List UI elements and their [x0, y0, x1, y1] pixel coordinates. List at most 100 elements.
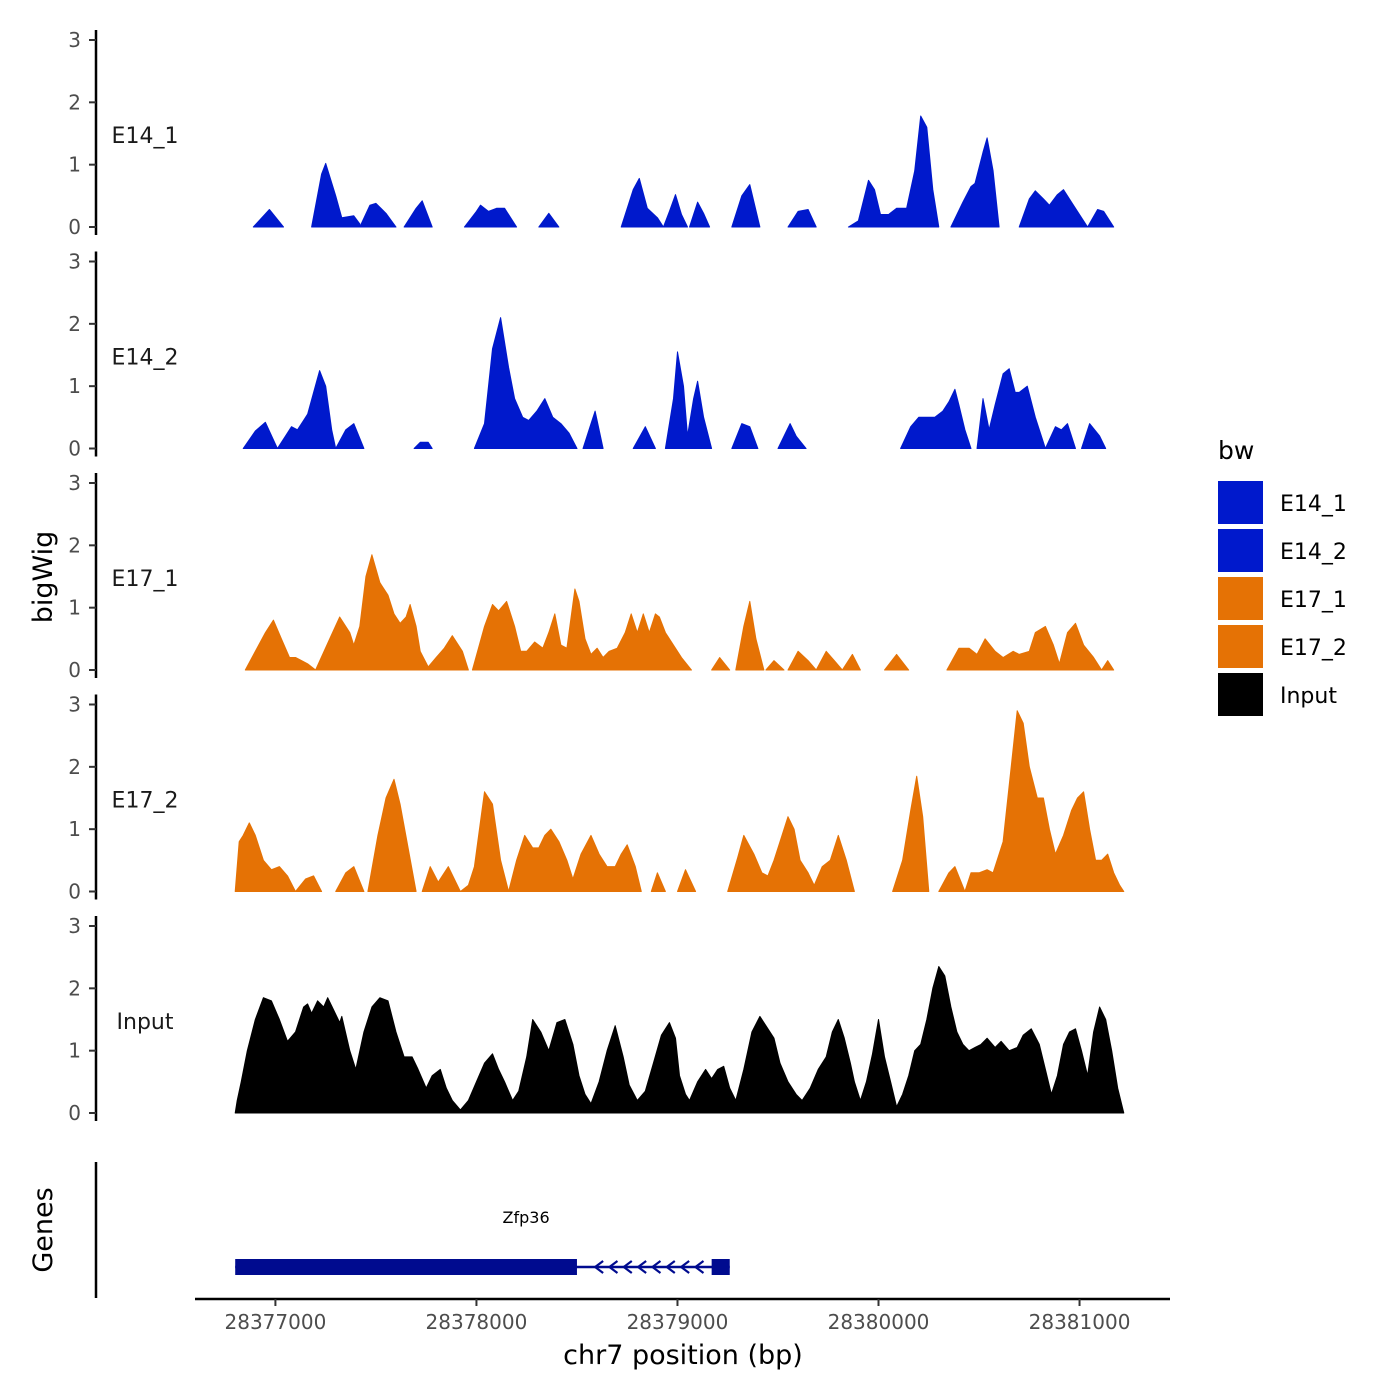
- signal-area: [900, 388, 972, 449]
- y-tick-label: 0: [68, 880, 81, 904]
- signal-area: [950, 137, 1000, 228]
- strand-arrow: [664, 1260, 676, 1274]
- legend-key: [1218, 529, 1263, 572]
- gene-exon-block-3: [711, 1259, 730, 1275]
- strand-arrow: [593, 1260, 604, 1274]
- signal-area: [335, 866, 365, 892]
- legend-entry: E14_2: [1218, 529, 1347, 572]
- gene-name-label: Zfp36: [503, 1208, 550, 1227]
- signal-area: [403, 200, 433, 228]
- y-axis-title: bigWig: [28, 531, 59, 624]
- track-e17-1: 0 1 2 3 E17_1: [68, 471, 1115, 682]
- legend-entry: E14_1: [1218, 481, 1347, 524]
- y-tick-label: 0: [68, 1101, 81, 1125]
- track-input: 0 1 2 3 Input: [68, 914, 1125, 1125]
- signal-area: [765, 660, 785, 671]
- signal-area: [538, 212, 560, 228]
- legend-entries: E14_1 E14_2 E17_1 E17_2 Input: [1218, 481, 1347, 716]
- y-tick-label: 1: [68, 817, 81, 841]
- track-e17-2: 0 1 2 3 E17_2: [68, 693, 1125, 904]
- signal-area: [335, 423, 365, 449]
- legend: bw E14_1 E14_2 E17_1 E17_2 Input: [1218, 436, 1347, 716]
- signal-area: [735, 600, 765, 671]
- track-label: Input: [117, 1010, 174, 1035]
- y-tick-label: 3: [68, 28, 81, 52]
- signal-area: [473, 317, 578, 449]
- signal-area: [711, 657, 731, 671]
- signal-area: [295, 875, 323, 892]
- signal-area: [777, 423, 807, 449]
- y-tick-label: 2: [68, 90, 81, 114]
- legend-key: [1218, 577, 1263, 620]
- signal-area: [841, 653, 861, 671]
- signal-area: [689, 201, 711, 228]
- signal-area: [234, 822, 296, 892]
- signal-area: [421, 866, 461, 892]
- signal-area: [946, 622, 1103, 671]
- signal-area: [367, 778, 417, 892]
- y-tick-label: 1: [68, 1039, 81, 1063]
- signal-area: [582, 410, 604, 449]
- signal-area: [315, 554, 469, 671]
- signal-area: [884, 653, 910, 671]
- y-tick-label: 2: [68, 312, 81, 336]
- x-tick-label: 28380000: [828, 1310, 930, 1334]
- track-label: E14_2: [112, 346, 179, 371]
- signal-area: [508, 828, 642, 892]
- y-tick-label: 1: [68, 153, 81, 177]
- signal-area: [1101, 660, 1115, 671]
- legend-label: E17_1: [1280, 588, 1347, 613]
- signal-area: [727, 816, 855, 892]
- signal-area: [244, 619, 317, 671]
- y-tick-label: 0: [68, 437, 81, 461]
- track-e14-1: 0 1 2 3 E14_1: [68, 28, 1115, 239]
- signal-tracks: 0 1 2 3 E14_1 0 1 2 3 E14_2 0 1 2 3 E17_1 0 1 2 3 E17_2 0 1 2 3…: [68, 28, 1125, 1125]
- legend-key: [1218, 481, 1263, 524]
- signal-area: [976, 368, 1046, 449]
- legend-key: [1218, 625, 1263, 668]
- signal-area: [938, 866, 966, 892]
- signal-area: [252, 209, 284, 228]
- y-tick-label: 3: [68, 250, 81, 274]
- track-e14-2: 0 1 2 3 E14_2: [68, 250, 1107, 461]
- legend-label: Input: [1280, 684, 1337, 709]
- signal-area: [242, 421, 278, 449]
- signal-area: [471, 588, 692, 671]
- strand-arrow: [650, 1260, 662, 1274]
- y-tick-label: 3: [68, 693, 81, 717]
- strand-arrow: [693, 1260, 705, 1274]
- legend-label: E14_1: [1280, 492, 1347, 517]
- legend-label: E14_2: [1280, 540, 1347, 565]
- strand-arrow: [607, 1260, 619, 1274]
- signal-area: [662, 194, 688, 228]
- signal-area: [731, 423, 759, 449]
- legend-label: E17_2: [1280, 636, 1347, 661]
- y-tick-label: 1: [68, 374, 81, 398]
- legend-key: [1218, 673, 1263, 716]
- signal-area: [359, 202, 397, 228]
- signal-area: [1018, 189, 1089, 228]
- x-tick-label: 28377000: [225, 1310, 327, 1334]
- x-axis: 28377000 28378000 28379000 28380000 28381000: [195, 1297, 1170, 1334]
- track-label: E14_1: [112, 124, 179, 149]
- genes-panel: Genes Zfp36: [28, 1162, 730, 1298]
- signal-area: [964, 710, 1125, 892]
- y-tick-label: 2: [68, 976, 81, 1000]
- y-tick-label: 2: [68, 755, 81, 779]
- y-tick-label: 0: [68, 215, 81, 239]
- signal-area: [1081, 423, 1107, 449]
- strand-arrow: [621, 1260, 633, 1274]
- y-tick-label: 3: [68, 914, 81, 938]
- signal-area: [459, 791, 510, 892]
- legend-entry: Input: [1218, 673, 1337, 716]
- gene-exon-block: [235, 1259, 577, 1275]
- signal-area: [847, 115, 940, 228]
- signal-area: [731, 184, 761, 228]
- x-tick-label: 28381000: [1029, 1310, 1131, 1334]
- signal-area: [632, 426, 656, 449]
- signal-area: [815, 650, 843, 671]
- legend-entry: E17_1: [1218, 577, 1347, 620]
- signal-area: [664, 351, 713, 449]
- track-label: E17_2: [112, 789, 179, 814]
